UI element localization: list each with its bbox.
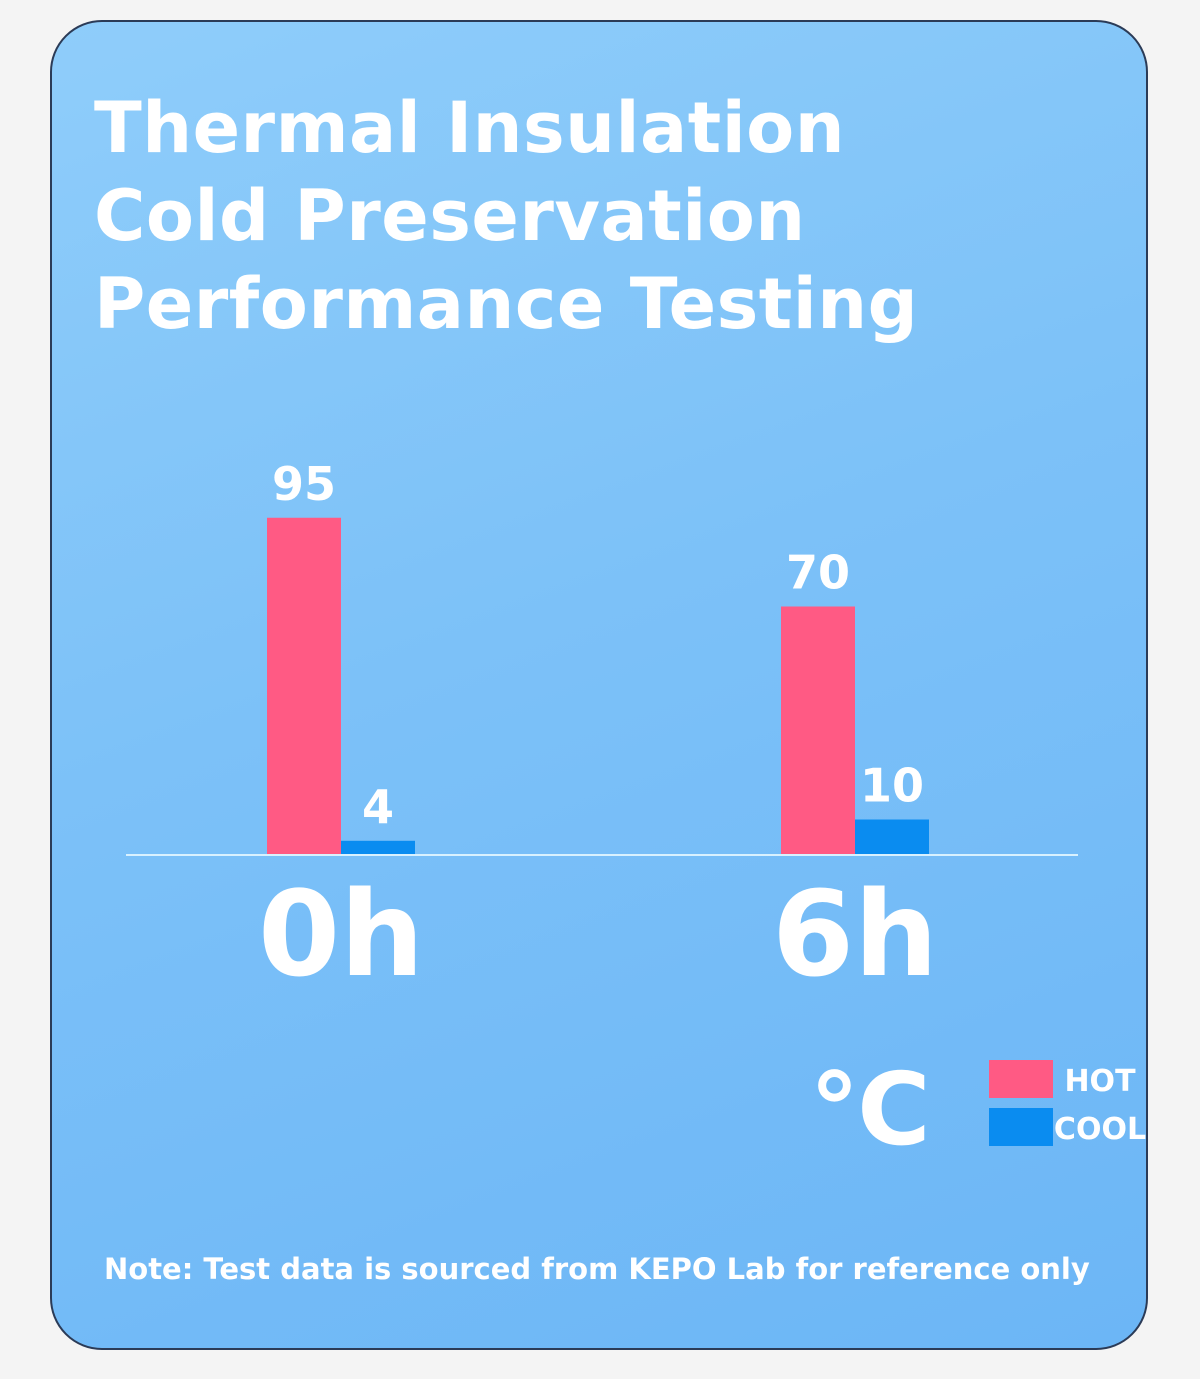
legend: ℃ HOT COOL	[809, 1051, 1146, 1168]
footnote: Note: Test data is sourced from KEPO Lab…	[104, 1252, 1090, 1286]
title-line-2: Cold Preservation	[94, 175, 806, 257]
bar-hot-6h	[781, 606, 855, 855]
bar-cool-6h	[855, 819, 929, 855]
category-label-0h: 0h	[258, 865, 424, 1003]
data-label-hot-6h: 70	[786, 546, 850, 600]
bar-cool-0h	[341, 840, 415, 855]
legend-swatch-cool	[989, 1108, 1053, 1146]
legend-label-cool: COOL	[1054, 1112, 1146, 1147]
title-line-3: Performance Testing	[94, 263, 919, 345]
category-label-6h: 6h	[772, 865, 938, 1003]
labels-layer: 95 4 0h 70 10 6h	[258, 457, 938, 1003]
data-label-cool-0h: 4	[362, 780, 394, 834]
unit-label: ℃	[809, 1051, 930, 1168]
data-label-cool-6h: 10	[860, 759, 924, 813]
chart-card: Thermal Insulation Cold Preservation Per…	[50, 20, 1148, 1350]
bars-layer	[267, 517, 929, 855]
legend-swatch-hot	[989, 1060, 1053, 1098]
legend-label-hot: HOT	[1064, 1064, 1136, 1099]
bar-hot-0h	[267, 517, 341, 855]
chart-title: Thermal Insulation Cold Preservation Per…	[94, 84, 918, 348]
title-line-1: Thermal Insulation	[94, 87, 846, 169]
data-label-hot-0h: 95	[272, 457, 336, 511]
bar-chart: 95 4 0h 70 10 6h ℃ HOT COOL	[126, 457, 1146, 1168]
